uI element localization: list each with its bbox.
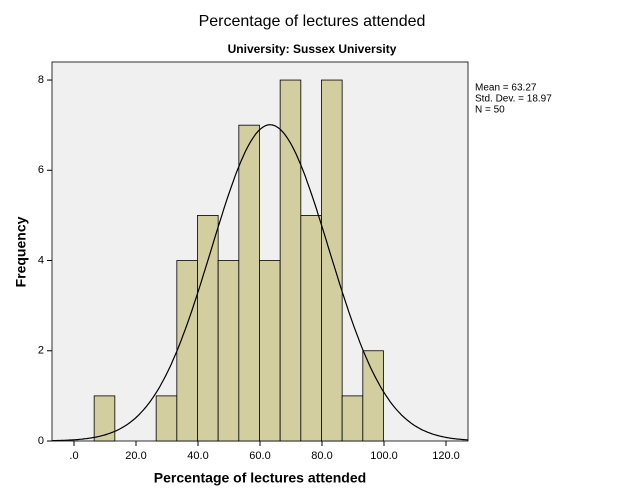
x-tick-label: 120.0 — [432, 450, 460, 462]
chart-title: Percentage of lectures attended — [199, 13, 426, 30]
y-tick-label: 4 — [38, 254, 44, 266]
x-tick-label: 80.0 — [311, 450, 332, 462]
chart-subtitle: University: Sussex University — [228, 42, 397, 56]
stats-label: N = 50 — [475, 105, 505, 116]
bar — [197, 215, 219, 442]
bar — [300, 215, 322, 442]
y-tick-label: 2 — [38, 345, 44, 357]
bar — [279, 79, 302, 442]
bar — [341, 395, 364, 442]
y-tick-label: 6 — [38, 164, 44, 176]
x-axis-label: Percentage of lectures attended — [154, 470, 366, 486]
bar — [362, 350, 384, 442]
bar — [238, 124, 260, 442]
normal-curve — [51, 124, 469, 442]
bar — [93, 395, 116, 442]
bar — [259, 260, 281, 442]
x-tick-label: 20.0 — [125, 450, 146, 462]
x-tick-label: .0 — [69, 450, 78, 462]
y-axis-label: Frequency — [13, 216, 29, 287]
y-tick-label: 0 — [38, 435, 44, 447]
stats-label: Std. Dev. = 18.97 — [475, 94, 552, 105]
x-tick-label: 40.0 — [187, 450, 208, 462]
x-tick-label: 60.0 — [249, 450, 270, 462]
stats-label: Mean = 63.27 — [475, 83, 537, 94]
y-tick-label: 8 — [38, 74, 44, 86]
bar — [176, 260, 198, 442]
bar — [155, 395, 178, 442]
x-tick-label: 100.0 — [370, 450, 398, 462]
bar — [217, 260, 240, 442]
